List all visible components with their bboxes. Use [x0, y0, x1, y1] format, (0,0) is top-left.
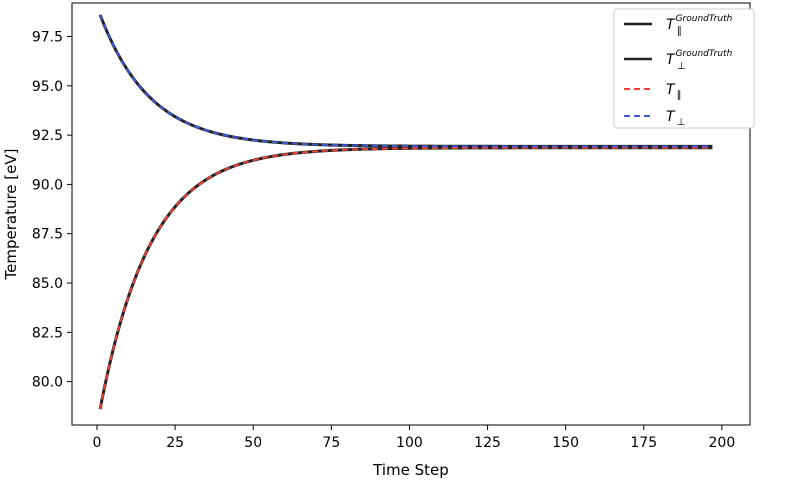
y-axis-label: Temperature [eV] — [2, 149, 20, 281]
series-layer — [98, 14, 713, 410]
y-tick-label: 95.0 — [32, 79, 63, 95]
x-tick-label: 100 — [396, 435, 423, 451]
y-tick-label: 85.0 — [32, 276, 63, 292]
legend: TGroundTruth ∥ TGroundTruth ⊥ T ∥ T ⊥ — [613, 8, 755, 129]
legend-entry: TGroundTruth ⊥ — [666, 49, 733, 72]
x-tick-label: 25 — [166, 435, 184, 451]
legend-entry: T ∥ — [666, 82, 682, 101]
x-tick-label: 125 — [474, 435, 501, 451]
x-tick-label: 200 — [709, 435, 736, 451]
x-tick-label: 0 — [93, 435, 102, 451]
x-axis-label: Time Step — [372, 461, 449, 479]
x-tick-label: 50 — [244, 435, 262, 451]
legend-entry: T ⊥ — [666, 109, 685, 128]
x-tick-label: 75 — [322, 435, 340, 451]
x-tick-label: 150 — [552, 435, 579, 451]
y-tick-label: 82.5 — [32, 325, 63, 341]
x-axis: 0 25 50 75 100 125 150 175 200 — [93, 425, 736, 451]
y-axis: 80.0 82.5 85.0 87.5 90.0 92.5 95.0 97.5 — [32, 30, 72, 391]
y-tick-label: 92.5 — [32, 128, 63, 144]
y-tick-label: 90.0 — [32, 177, 63, 193]
y-tick-label: 80.0 — [32, 375, 63, 391]
y-tick-label: 87.5 — [32, 227, 63, 243]
plot-frame — [71, 2, 751, 426]
legend-box — [613, 8, 755, 129]
legend-entry: TGroundTruth ∥ — [666, 14, 733, 37]
y-tick-label: 97.5 — [32, 30, 63, 46]
series-line-3 — [99, 146, 713, 410]
x-tick-label: 175 — [630, 435, 657, 451]
series-line-4 — [99, 14, 713, 148]
series-line-1 — [98, 146, 713, 410]
